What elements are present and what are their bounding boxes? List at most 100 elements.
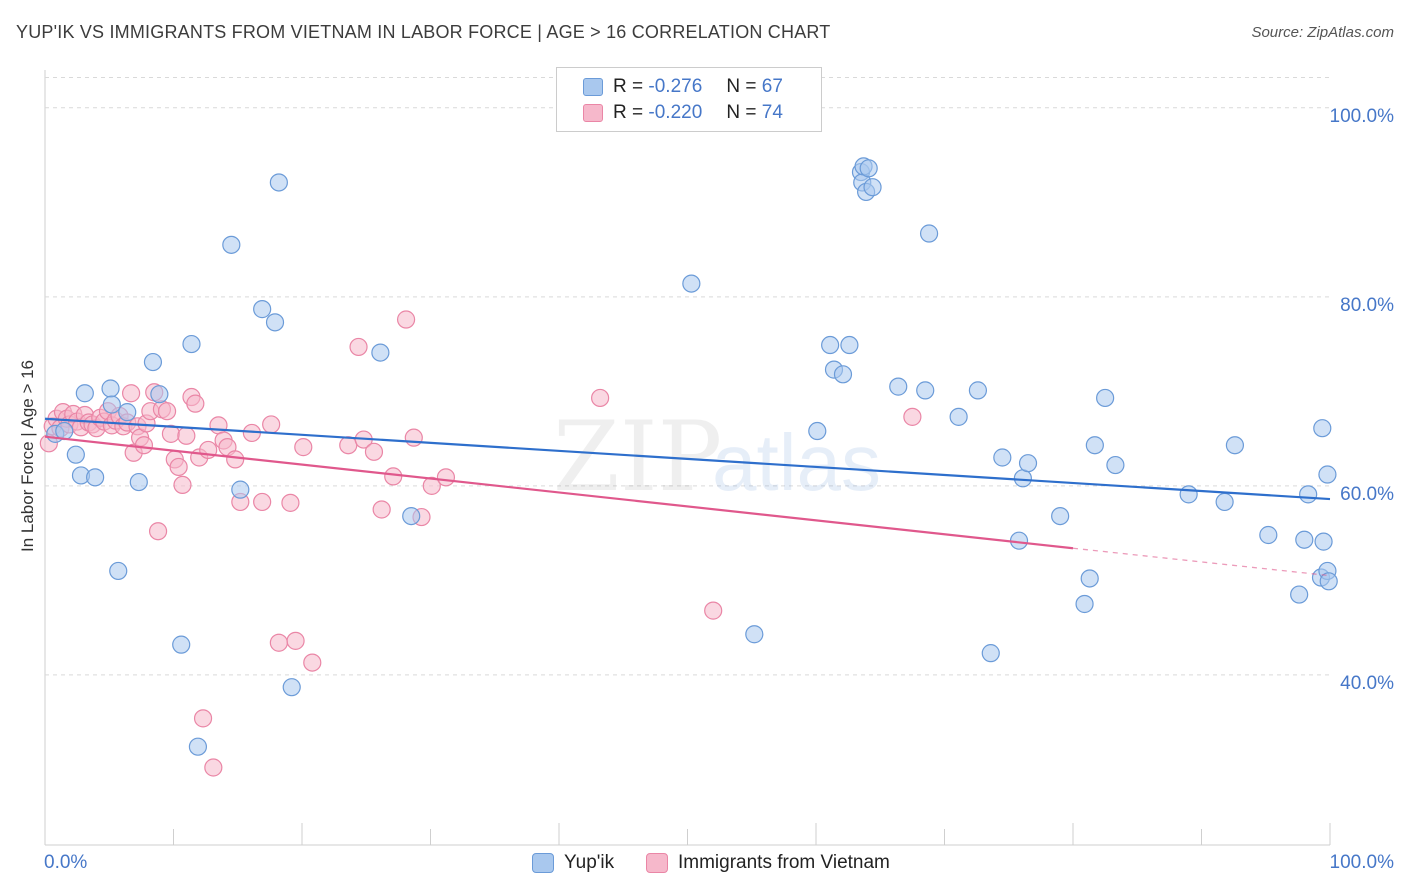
series-legend-vietnam: Immigrants from Vietnam [646,852,890,874]
yupik-point [968,381,988,400]
series-legend-swatch-yupik [532,853,554,873]
yupik-point [101,379,120,398]
yupik-point [282,678,301,697]
legend-n-value: 74 [761,102,783,123]
watermark-zip: ZIP [553,401,722,513]
vietnam-point [157,402,177,421]
yupik-point [253,300,272,319]
yupik-point [1225,436,1245,455]
yupik-point [109,561,128,581]
yupik-point [981,644,1000,663]
vietnam-point [339,436,358,455]
x-tick-label-max: 100.0% [1329,852,1394,873]
yupik-point [1051,506,1070,526]
yupik-point [1080,569,1099,588]
vietnam-point [209,416,228,435]
yupik-point [993,448,1012,467]
vietnam-point [422,476,441,495]
vietnam-point [303,653,322,672]
yupik-point [863,178,882,197]
series-legend-label-vietnam: Immigrants from Vietnam [678,852,890,873]
vietnam-point [396,310,416,329]
yupik-point [143,352,163,372]
vietnam-point [281,493,300,512]
vietnam-point [591,388,610,408]
vietnam-trend-line [44,435,1074,550]
yupik-point [75,384,94,403]
vietnam-point [294,438,313,457]
vietnam-trend-extension [1072,547,1331,577]
vietnam-point [173,475,192,495]
vietnam-point [134,436,154,455]
yupik-point [1318,465,1337,484]
vietnam-point [262,415,281,434]
yupik-point [745,625,764,644]
vietnam-point [704,601,723,620]
yupik-point [1013,469,1032,488]
vietnam-point [436,468,456,487]
yupik-point [182,334,201,354]
vietnam-point [169,457,188,477]
yupik-point [1085,436,1104,455]
yupik-point [222,235,241,254]
vietnam-point [121,384,141,403]
trend-lines [44,417,1331,577]
y-tick-label: 40.0% [1340,672,1394,694]
yupik-point [269,173,288,192]
x-tick-label-min: 0.0% [44,852,88,873]
yupik-point [682,274,701,293]
yupik-point [1290,585,1309,604]
legend-row-vietnam: R = -0.220 N = 74 [583,101,783,125]
legend-r-label: R = [613,102,644,123]
yupik-point [402,506,421,526]
yupik-point [102,395,121,414]
yupik-point [66,445,85,464]
yupik-point [231,480,250,499]
yupik-point [808,421,827,441]
vietnam-point [186,394,205,413]
yupik-point [833,365,853,384]
series-legend-label-yupik: Yup'ik [564,852,615,873]
legend-r-label: R = [613,76,644,97]
yupik-point [371,343,390,362]
vietnam-point [372,500,391,519]
vietnam-point [193,709,213,728]
yupik-point [172,635,191,654]
vietnam-point [177,426,196,445]
legend-r-value: -0.220 [648,102,703,123]
yupik-point [1215,492,1234,512]
legend-n-label: N = [726,102,757,123]
vietnam-point [253,492,272,512]
vietnam-point [286,631,305,650]
yupik-point [118,403,137,422]
y-tick-label: 80.0% [1340,294,1394,316]
vietnam-point [269,633,288,652]
vietnam-point [349,337,368,357]
yupik-point [859,159,878,178]
y-tick-label: 60.0% [1340,483,1394,505]
vietnam-point [404,428,423,447]
yupik-point [1075,594,1094,614]
vietnam-point [204,758,223,777]
source-label: Source: ZipAtlas.com [1251,24,1394,41]
y-tick-label: 100.0% [1329,105,1394,127]
yupik-point [889,377,908,396]
yupik-point [821,335,840,355]
yupik-point [129,472,148,492]
legend-n-label: N = [726,76,757,97]
yupik-point [1179,485,1198,504]
yupik-point [1314,532,1333,551]
yupik-point [265,313,285,332]
series-legend-swatch-vietnam [646,853,668,873]
series-yupik-points [46,99,1338,756]
yupik-point [150,385,169,404]
legend-n-value: 67 [761,76,783,97]
yupik-point [919,224,939,243]
vietnam-point [364,442,384,461]
yupik-point [1106,455,1125,475]
legend-r-value: -0.276 [648,76,703,97]
legend-swatch-yupik [583,78,603,96]
yupik-point [840,335,859,355]
yupik-point [1299,485,1318,504]
